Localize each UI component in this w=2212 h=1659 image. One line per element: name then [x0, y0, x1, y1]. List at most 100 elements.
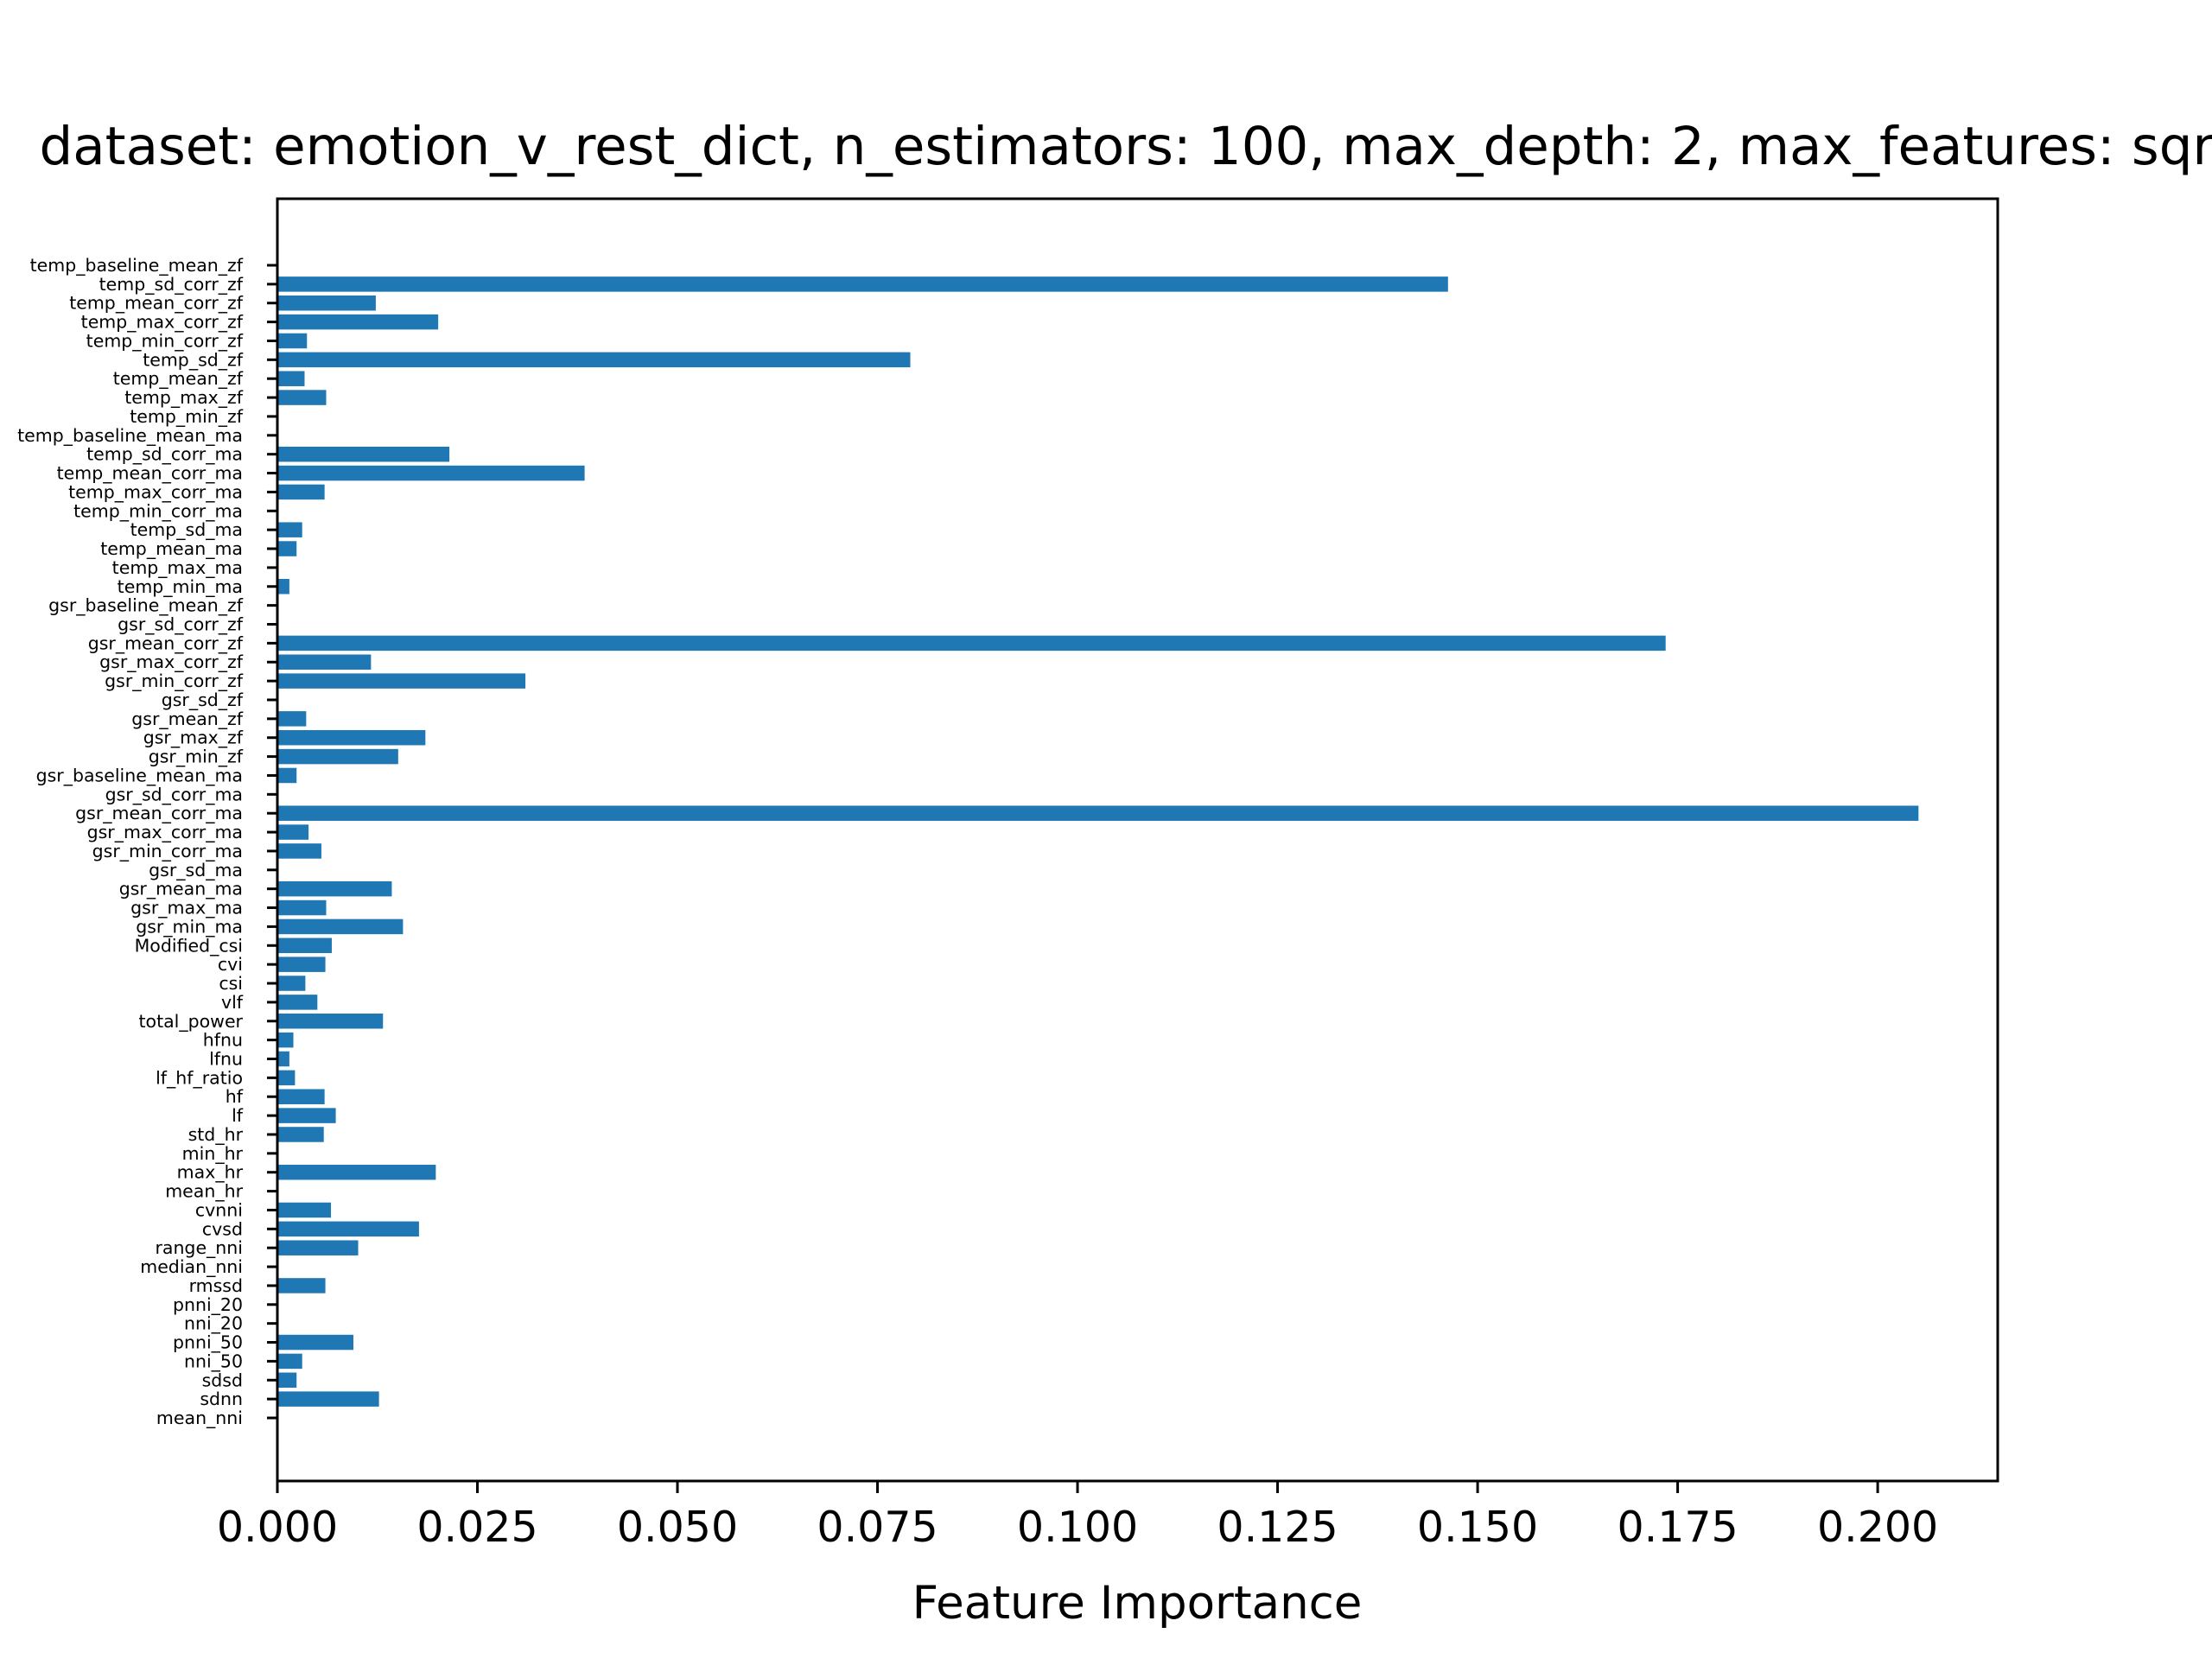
y-tick-label-gsr_min_corr_ma: gsr_min_corr_ma: [92, 841, 243, 862]
y-tick-label-mean_hr: mean_hr: [165, 1181, 243, 1203]
bar-gsr_min_corr_ma: [277, 843, 321, 859]
y-tick-label-nni_20: nni_20: [184, 1313, 243, 1335]
y-tick-label-gsr_max_zf: gsr_max_zf: [143, 728, 244, 749]
y-tick-label-temp_min_ma: temp_min_ma: [118, 576, 243, 598]
y-tick-label-temp_mean_ma: temp_mean_ma: [100, 538, 243, 560]
y-tick-label-Modified_csi: Modified_csi: [135, 935, 243, 957]
bar-std_hr: [277, 1127, 324, 1142]
bar-temp_max_corr_zf: [277, 314, 439, 330]
y-tick-label-nni_50: nni_50: [184, 1351, 243, 1372]
bar-gsr_mean_ma: [277, 880, 392, 897]
bar-lf_hf_ratio: [277, 1070, 296, 1086]
bar-gsr_mean_corr_ma: [277, 805, 1919, 821]
x-tick-label-4: 0.100: [1017, 1503, 1138, 1552]
bar-sdsd: [277, 1372, 297, 1389]
bar-gsr_mean_corr_zf: [277, 635, 1666, 652]
x-tick-label-6: 0.150: [1417, 1503, 1538, 1552]
x-tick-label-7: 0.175: [1617, 1503, 1738, 1552]
y-tick-label-gsr_sd_corr_zf: gsr_sd_corr_zf: [118, 614, 244, 636]
bar-gsr_min_corr_zf: [277, 673, 526, 689]
bar-temp_sd_ma: [277, 522, 302, 537]
y-tick-label-lf: lf: [232, 1105, 244, 1126]
bar-temp_mean_corr_zf: [277, 295, 376, 311]
y-tick-label-max_hr: max_hr: [177, 1162, 244, 1184]
y-tick-label-gsr_max_corr_ma: gsr_max_corr_ma: [87, 822, 243, 843]
y-tick-label-temp_max_corr_zf: temp_max_corr_zf: [81, 312, 244, 334]
bar-nni_50: [277, 1353, 302, 1370]
plot-area: temp_baseline_mean_zftemp_sd_corr_zftemp…: [17, 197, 1999, 1552]
y-tick-label-cvi: cvi: [218, 954, 243, 975]
y-tick-label-temp_min_zf: temp_min_zf: [130, 406, 244, 428]
y-tick-label-temp_min_corr_ma: temp_min_corr_ma: [73, 500, 243, 522]
bar-temp_min_ma: [277, 579, 289, 594]
bar-total_power: [277, 1014, 384, 1029]
y-tick-label-gsr_sd_zf: gsr_sd_zf: [162, 690, 244, 711]
y-tick-label-gsr_mean_zf: gsr_mean_zf: [131, 709, 244, 730]
bar-hfnu: [277, 1032, 294, 1048]
bar-temp_max_zf: [277, 390, 327, 405]
bar-max_hr: [277, 1164, 436, 1180]
bar-Modified_csi: [277, 938, 332, 954]
y-tick-label-temp_max_ma: temp_max_ma: [112, 557, 243, 579]
bar-temp_mean_corr_ma: [277, 465, 585, 481]
x-tick-label-5: 0.125: [1217, 1503, 1338, 1552]
y-tick-label-gsr_baseline_mean_ma: gsr_baseline_mean_ma: [36, 765, 243, 786]
bar-sdnn: [277, 1391, 379, 1407]
y-tick-label-gsr_mean_corr_ma: gsr_mean_corr_ma: [75, 803, 243, 824]
bar-cvi: [277, 957, 326, 972]
y-tick-label-lfnu: lfnu: [209, 1048, 243, 1069]
y-tick-label-std_hr: std_hr: [188, 1124, 244, 1146]
y-tick-label-gsr_max_ma: gsr_max_ma: [130, 898, 243, 919]
bar-temp_sd_corr_zf: [277, 276, 1448, 292]
y-tick-label-gsr_sd_corr_ma: gsr_sd_corr_ma: [105, 784, 243, 805]
y-tick-label-gsr_mean_ma: gsr_mean_ma: [119, 879, 243, 900]
y-tick-label-sdsd: sdsd: [202, 1370, 243, 1390]
y-tick-label-csi: csi: [219, 973, 243, 994]
plot-frame: [276, 197, 1999, 1483]
bar-gsr_min_zf: [277, 748, 398, 765]
y-tick-label-temp_baseline_mean_zf: temp_baseline_mean_zf: [30, 255, 244, 276]
y-tick-label-temp_sd_ma: temp_sd_ma: [130, 519, 243, 541]
y-tick-label-temp_max_zf: temp_max_zf: [124, 387, 244, 409]
x-tick-label-1: 0.025: [416, 1503, 537, 1552]
y-tick-label-temp_sd_corr_ma: temp_sd_corr_ma: [86, 444, 243, 466]
y-tick-label-gsr_min_corr_zf: gsr_min_corr_zf: [105, 671, 244, 692]
y-tick-label-lf_hf_ratio: lf_hf_ratio: [156, 1067, 243, 1089]
chart-title: dataset: emotion_v_rest_dict, n_estimato…: [40, 116, 2212, 177]
x-axis-label: Feature Importance: [912, 1577, 1363, 1630]
bar-gsr_max_corr_ma: [277, 824, 309, 840]
bar-temp_max_corr_ma: [277, 484, 325, 500]
y-tick-label-rmssd: rmssd: [189, 1275, 243, 1296]
y-tick-label-median_nni: median_nni: [140, 1256, 243, 1278]
bar-temp_mean_zf: [277, 371, 305, 386]
bar-temp_sd_corr_ma: [277, 446, 450, 462]
bar-csi: [277, 976, 306, 991]
bar-cvnni: [277, 1202, 332, 1218]
y-tick-label-gsr_mean_corr_zf: gsr_mean_corr_zf: [88, 632, 244, 654]
bar-cvsd: [277, 1221, 419, 1237]
bar-gsr_max_zf: [277, 729, 426, 746]
bar-gsr_min_ma: [277, 918, 404, 935]
x-tick-label-0: 0.000: [217, 1503, 338, 1552]
bar-rmssd: [277, 1278, 326, 1294]
y-tick-label-temp_mean_zf: temp_mean_zf: [113, 368, 244, 390]
bar-lf: [277, 1108, 336, 1123]
x-tick-label-8: 0.200: [1817, 1503, 1938, 1552]
y-tick-label-hf: hf: [226, 1086, 244, 1107]
y-tick-label-pnni_50: pnni_50: [173, 1332, 243, 1354]
y-tick-label-temp_sd_corr_zf: temp_sd_corr_zf: [99, 274, 244, 296]
bar-lfnu: [277, 1051, 289, 1067]
y-tick-label-gsr_baseline_mean_zf: gsr_baseline_mean_zf: [48, 595, 244, 617]
y-tick-label-hfnu: hfnu: [203, 1030, 243, 1051]
bar-temp_min_corr_zf: [277, 333, 308, 349]
bar-temp_sd_zf: [277, 352, 911, 368]
y-tick-label-gsr_sd_ma: gsr_sd_ma: [149, 860, 243, 881]
x-tick-label-3: 0.075: [817, 1503, 938, 1552]
bar-gsr_baseline_mean_ma: [277, 767, 297, 784]
y-tick-label-total_power: total_power: [139, 1011, 244, 1033]
y-tick-label-temp_sd_zf: temp_sd_zf: [143, 349, 244, 371]
y-tick-label-sdnn: sdnn: [200, 1389, 243, 1409]
y-tick-label-min_hr: min_hr: [182, 1143, 244, 1165]
